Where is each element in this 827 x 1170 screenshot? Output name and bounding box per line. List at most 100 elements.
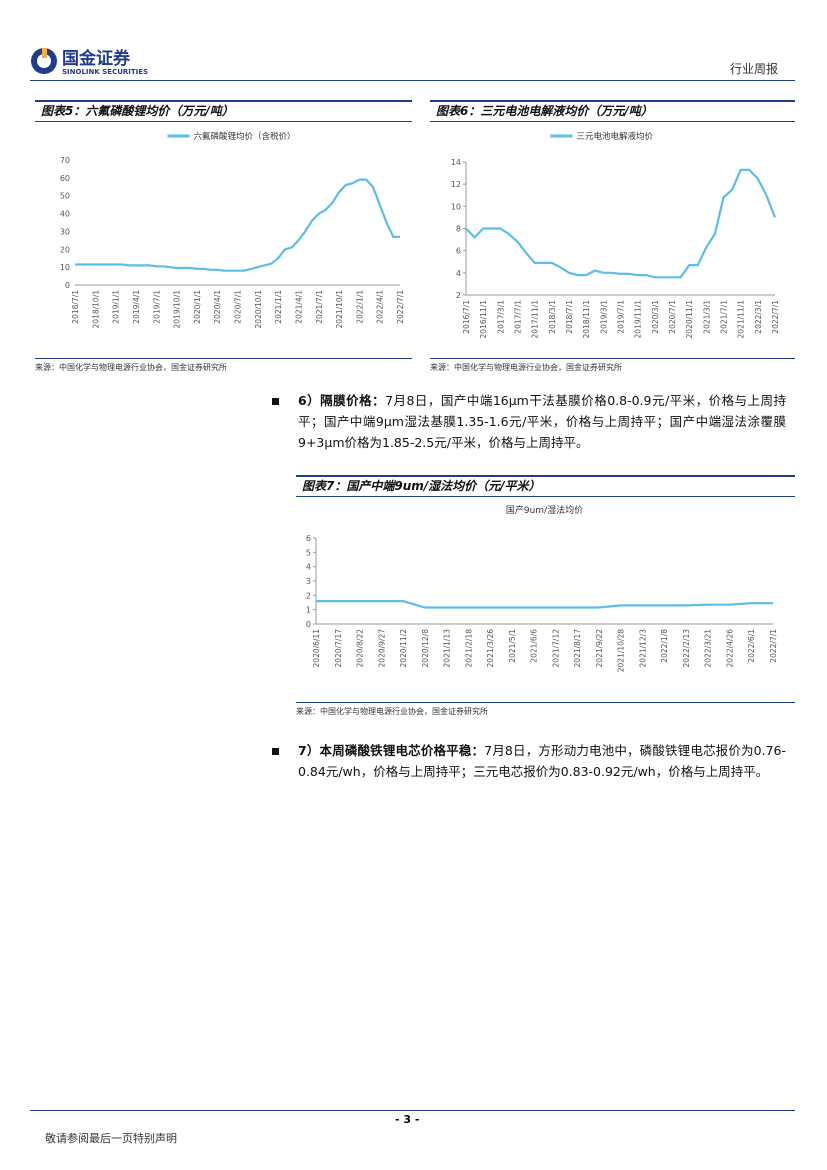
x-tick-label: 2021/1/13 [443, 629, 452, 668]
x-tick-label: 2018/10/1 [91, 290, 100, 329]
figure-caption: 图表6：三元电池电解液均价（万元/吨） [430, 100, 795, 122]
y-tick-label: 14 [451, 158, 461, 167]
logo: 国金证券 SINOLINK SECURITIES [31, 48, 148, 76]
line [316, 600, 773, 609]
x-tick-label: 2020/7/1 [668, 300, 677, 334]
page-number: - 3 - [395, 1113, 420, 1126]
y-tick-label: 10 [451, 202, 461, 211]
x-tick-label: 2022/3/1 [754, 300, 763, 334]
x-tick-label: 2022/1/1 [355, 290, 364, 324]
y-tick-label: 70 [60, 156, 70, 165]
figure-caption: 图表7：国产中端9um/湿法均价（元/平米） [296, 475, 795, 497]
chart: 0 1 2 3 4 5 6 2020/6/11 2020/7/17 2020/8/22 2020/9… [306, 504, 778, 672]
logo-accent [42, 48, 47, 58]
x-tick-label: 2019/1/1 [112, 290, 121, 324]
x-tick-label: 2018/3/1 [548, 300, 557, 334]
y-tick-label: 0 [65, 281, 70, 290]
x-tick-label: 2021/7/1 [720, 300, 729, 334]
y-tick-label: 60 [60, 174, 70, 183]
bullet [272, 398, 279, 405]
x-tick-label: 2022/4/1 [376, 290, 385, 324]
x-tick-label: 2018/7/1 [565, 300, 574, 334]
x-tick-label: 2016/11/1 [479, 300, 488, 339]
y-tick-label: 2 [306, 591, 311, 600]
bullet [272, 748, 279, 755]
x-tick-label: 2019/7/1 [152, 290, 161, 324]
x-tick-label: 2022/3/21 [704, 629, 713, 668]
legend-label: 六氟磷酸锂均价（含税价） [194, 131, 296, 142]
x-tick-label: 2022/1/8 [660, 629, 669, 663]
x-tick-label: 2020/8/22 [356, 629, 365, 668]
report-type: 行业周报 [730, 62, 779, 76]
x-tick-label: 2020/6/11 [312, 629, 321, 668]
y-tick-label: 8 [456, 225, 461, 234]
x-tick-label: 2022/6/1 [747, 629, 756, 663]
figure-source: 来源：中国化学与物理电源行业协会，国金证券研究所 [35, 358, 412, 373]
disclaimer: 敬请参阅最后一页特别声明 [45, 1132, 177, 1145]
x-tick-label: 2017/11/1 [531, 300, 540, 339]
company-en: SINOLINK SECURITIES [62, 68, 148, 76]
figure-source: 来源：中国化学与物理电源行业协会，国金证券研究所 [296, 702, 795, 717]
line [465, 168, 777, 279]
chart: 0 10 20 30 40 50 60 70 2018/7/1 2018/10/1 2019/1/1… [60, 131, 405, 329]
x-tick-label: 2020/3/1 [651, 300, 660, 334]
x-tick-label: 2021/2/18 [464, 629, 473, 668]
lead: 6）隔膜价格： [298, 393, 386, 408]
x-tick-label: 2021/1/1 [274, 290, 283, 324]
x-tick-label: 2020/7/17 [334, 629, 343, 668]
x-tick-label: 2017/3/1 [496, 300, 505, 334]
x-tick-label: 2021/11/1 [737, 300, 746, 339]
x-tick-label: 2017/7/1 [514, 300, 523, 334]
x-tick-label: 2016/7/1 [462, 300, 471, 334]
chart: 2 4 6 8 10 12 14 2016/7/1 2016/11/1 2017/3/1 2017/… [451, 131, 780, 339]
x-tick-label: 2021/3/26 [486, 629, 495, 668]
x-tick-label: 2019/11/1 [634, 300, 643, 339]
y-tick-label: 4 [456, 269, 461, 278]
x-tick-label: 2022/2/13 [682, 629, 691, 668]
header-rule [30, 80, 795, 81]
y-tick-label: 20 [60, 245, 70, 254]
figure-caption: 图表5：六氟磷酸锂均价（万元/吨） [35, 100, 412, 122]
x-tick-label: 2021/4/1 [294, 290, 303, 324]
x-tick-label: 2022/4/26 [725, 629, 734, 668]
y-tick-label: 5 [306, 548, 311, 557]
x-tick-label: 2021/7/1 [315, 290, 324, 324]
company-cn: 国金证券 [62, 48, 131, 69]
text: 7月8日，方形动力电池中，磷酸铁锂电芯报价为0.76-0.84元/wh，价格与上… [298, 743, 787, 779]
x-tick-label: 2021/6/6 [530, 629, 539, 663]
y-tick-label: 30 [60, 227, 70, 236]
y-tick-label: 1 [306, 606, 311, 615]
x-tick-label: 2020/7/1 [234, 290, 243, 324]
x-tick-label: 2020/1/1 [193, 290, 202, 324]
y-tick-label: 40 [60, 210, 70, 219]
y-tick-label: 0 [306, 620, 311, 629]
x-tick-label: 2021/8/17 [573, 629, 582, 668]
x-tick-label: 2021/3/1 [702, 300, 711, 334]
y-tick-label: 6 [456, 247, 461, 256]
x-tick-label: 2022/7/1 [396, 290, 405, 324]
x-tick-label: 2021/12/3 [638, 629, 647, 668]
y-tick-label: 2 [456, 291, 461, 300]
chart-title: 国产9um/湿法均价 [506, 504, 583, 516]
x-tick-label: 2021/5/1 [508, 629, 517, 663]
x-tick-label: 2021/9/22 [595, 629, 604, 668]
x-tick-label: 2021/10/1 [335, 290, 344, 329]
y-tick-label: 50 [60, 192, 70, 201]
x-tick-label: 2019/4/1 [132, 290, 141, 324]
x-tick-label: 2020/9/27 [377, 629, 386, 668]
x-tick-label: 2022/7/1 [769, 629, 778, 663]
paragraph: 6）隔膜价格：7月8日，国产中端16μm干法基膜价格0.8-0.9元/平米，价格… [298, 390, 786, 453]
x-tick-label: 2020/11/2 [399, 629, 408, 668]
x-tick-label: 2021/10/28 [617, 629, 626, 672]
lead: 7）本周磷酸铁锂电芯价格平稳： [298, 743, 485, 758]
x-tick-label: 2019/10/1 [173, 290, 182, 329]
figure-source: 来源：中国化学与物理电源行业协会，国金证券研究所 [430, 358, 795, 373]
legend-label: 三元电池电解液均价 [577, 131, 654, 142]
x-tick-label: 2019/7/1 [617, 300, 626, 334]
paragraph: 7）本周磷酸铁锂电芯价格平稳：7月8日，方形动力电池中，磷酸铁锂电芯报价为0.7… [298, 740, 786, 782]
y-tick-label: 12 [451, 180, 461, 189]
y-tick-label: 3 [306, 577, 311, 586]
x-tick-label: 2022/7/1 [771, 300, 780, 334]
x-tick-label: 2020/4/1 [213, 290, 222, 324]
